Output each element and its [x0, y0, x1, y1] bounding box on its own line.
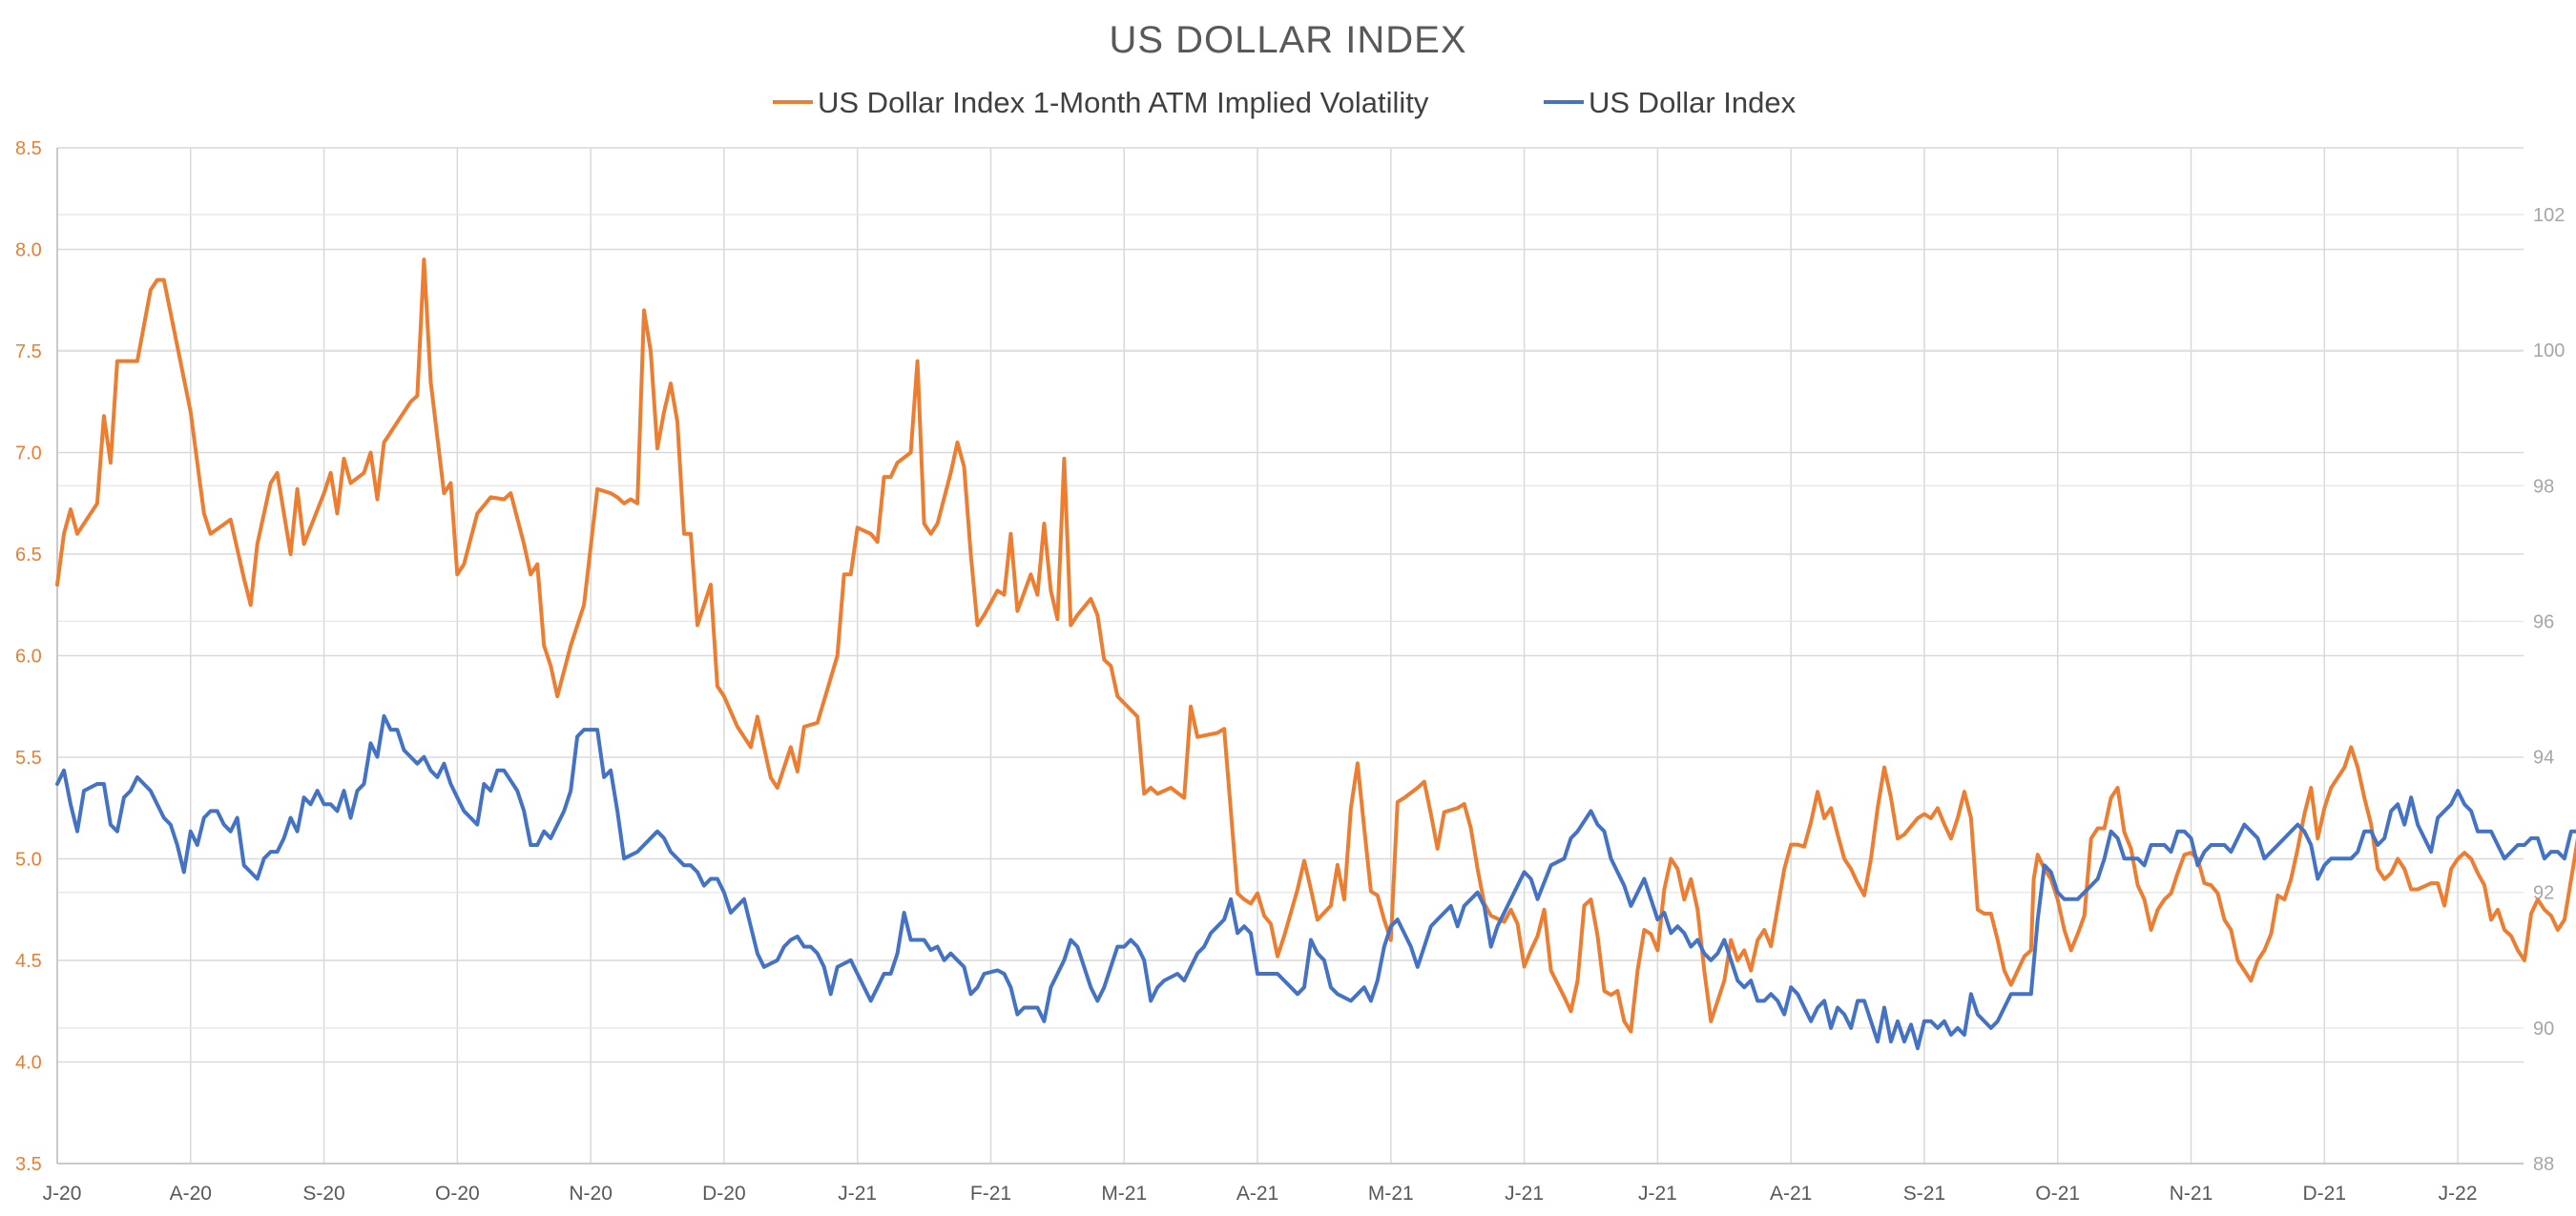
- right-tick-label: 96: [2533, 611, 2554, 632]
- legend-label: US Dollar Index 1-Month ATM Implied Vola…: [818, 86, 1429, 119]
- left-tick-label: 7.5: [15, 341, 42, 362]
- x-tick-label: D-21: [2303, 1183, 2347, 1205]
- x-tick-label: J-21: [838, 1183, 877, 1205]
- left-tick-label: 3.5: [15, 1154, 42, 1175]
- x-tick-label: M-21: [1368, 1183, 1414, 1205]
- right-tick-label: 88: [2533, 1154, 2554, 1175]
- series-line-volatility: [55, 258, 2576, 1034]
- right-tick-label: 92: [2533, 883, 2554, 904]
- series-line-dollar-index: [55, 713, 2576, 1051]
- right-tick-label: 90: [2533, 1019, 2554, 1040]
- grid-lines: [56, 147, 2524, 1164]
- right-tick-label: 102: [2533, 205, 2565, 226]
- chart-legend: US Dollar Index 1-Month ATM Implied Vola…: [773, 86, 1797, 119]
- x-tick-label: J-22: [2439, 1183, 2478, 1205]
- chart-title: US DOLLAR INDEX: [1109, 19, 1466, 61]
- x-tick-label: S-21: [1903, 1183, 1945, 1205]
- left-tick-label: 8.5: [15, 138, 42, 159]
- left-tick-label: 6.0: [15, 647, 42, 668]
- x-tick-label: A-21: [1770, 1183, 1812, 1205]
- x-tick-label: N-20: [569, 1183, 613, 1205]
- left-tick-label: 8.0: [15, 240, 42, 261]
- x-tick-label: D-20: [702, 1183, 746, 1205]
- x-tick-label: O-20: [435, 1183, 480, 1205]
- x-tick-label: N-21: [2170, 1183, 2213, 1205]
- axes: [56, 148, 2524, 1164]
- left-tick-label: 4.5: [15, 951, 42, 972]
- x-tick-label: S-20: [302, 1183, 344, 1205]
- right-tick-label: 98: [2533, 476, 2554, 497]
- x-tick-label: J-20: [43, 1183, 82, 1205]
- left-tick-label: 6.5: [15, 545, 42, 566]
- x-tick-label: M-21: [1101, 1183, 1147, 1205]
- legend-label: US Dollar Index: [1589, 86, 1797, 119]
- right-tick-label: 94: [2533, 748, 2554, 769]
- tick-labels: 3.5 4.0 4.5 5.0 5.5 6.0 6.5 7.0 7.5 8.0 8.5 88 90 92 9…: [15, 138, 2565, 1205]
- x-tick-label: A-21: [1236, 1183, 1278, 1205]
- series-layer: [55, 258, 2576, 1051]
- x-tick-label: J-21: [1638, 1183, 1677, 1205]
- left-tick-label: 5.0: [15, 850, 42, 871]
- x-tick-label: O-21: [2035, 1183, 2080, 1205]
- x-tick-label: J-21: [1505, 1183, 1544, 1205]
- left-tick-label: 7.0: [15, 443, 42, 464]
- x-tick-label: F-21: [970, 1183, 1011, 1205]
- left-tick-label: 4.0: [15, 1053, 42, 1074]
- x-tick-label: A-20: [170, 1183, 212, 1205]
- right-tick-label: 100: [2533, 340, 2565, 361]
- left-tick-label: 5.5: [15, 748, 42, 769]
